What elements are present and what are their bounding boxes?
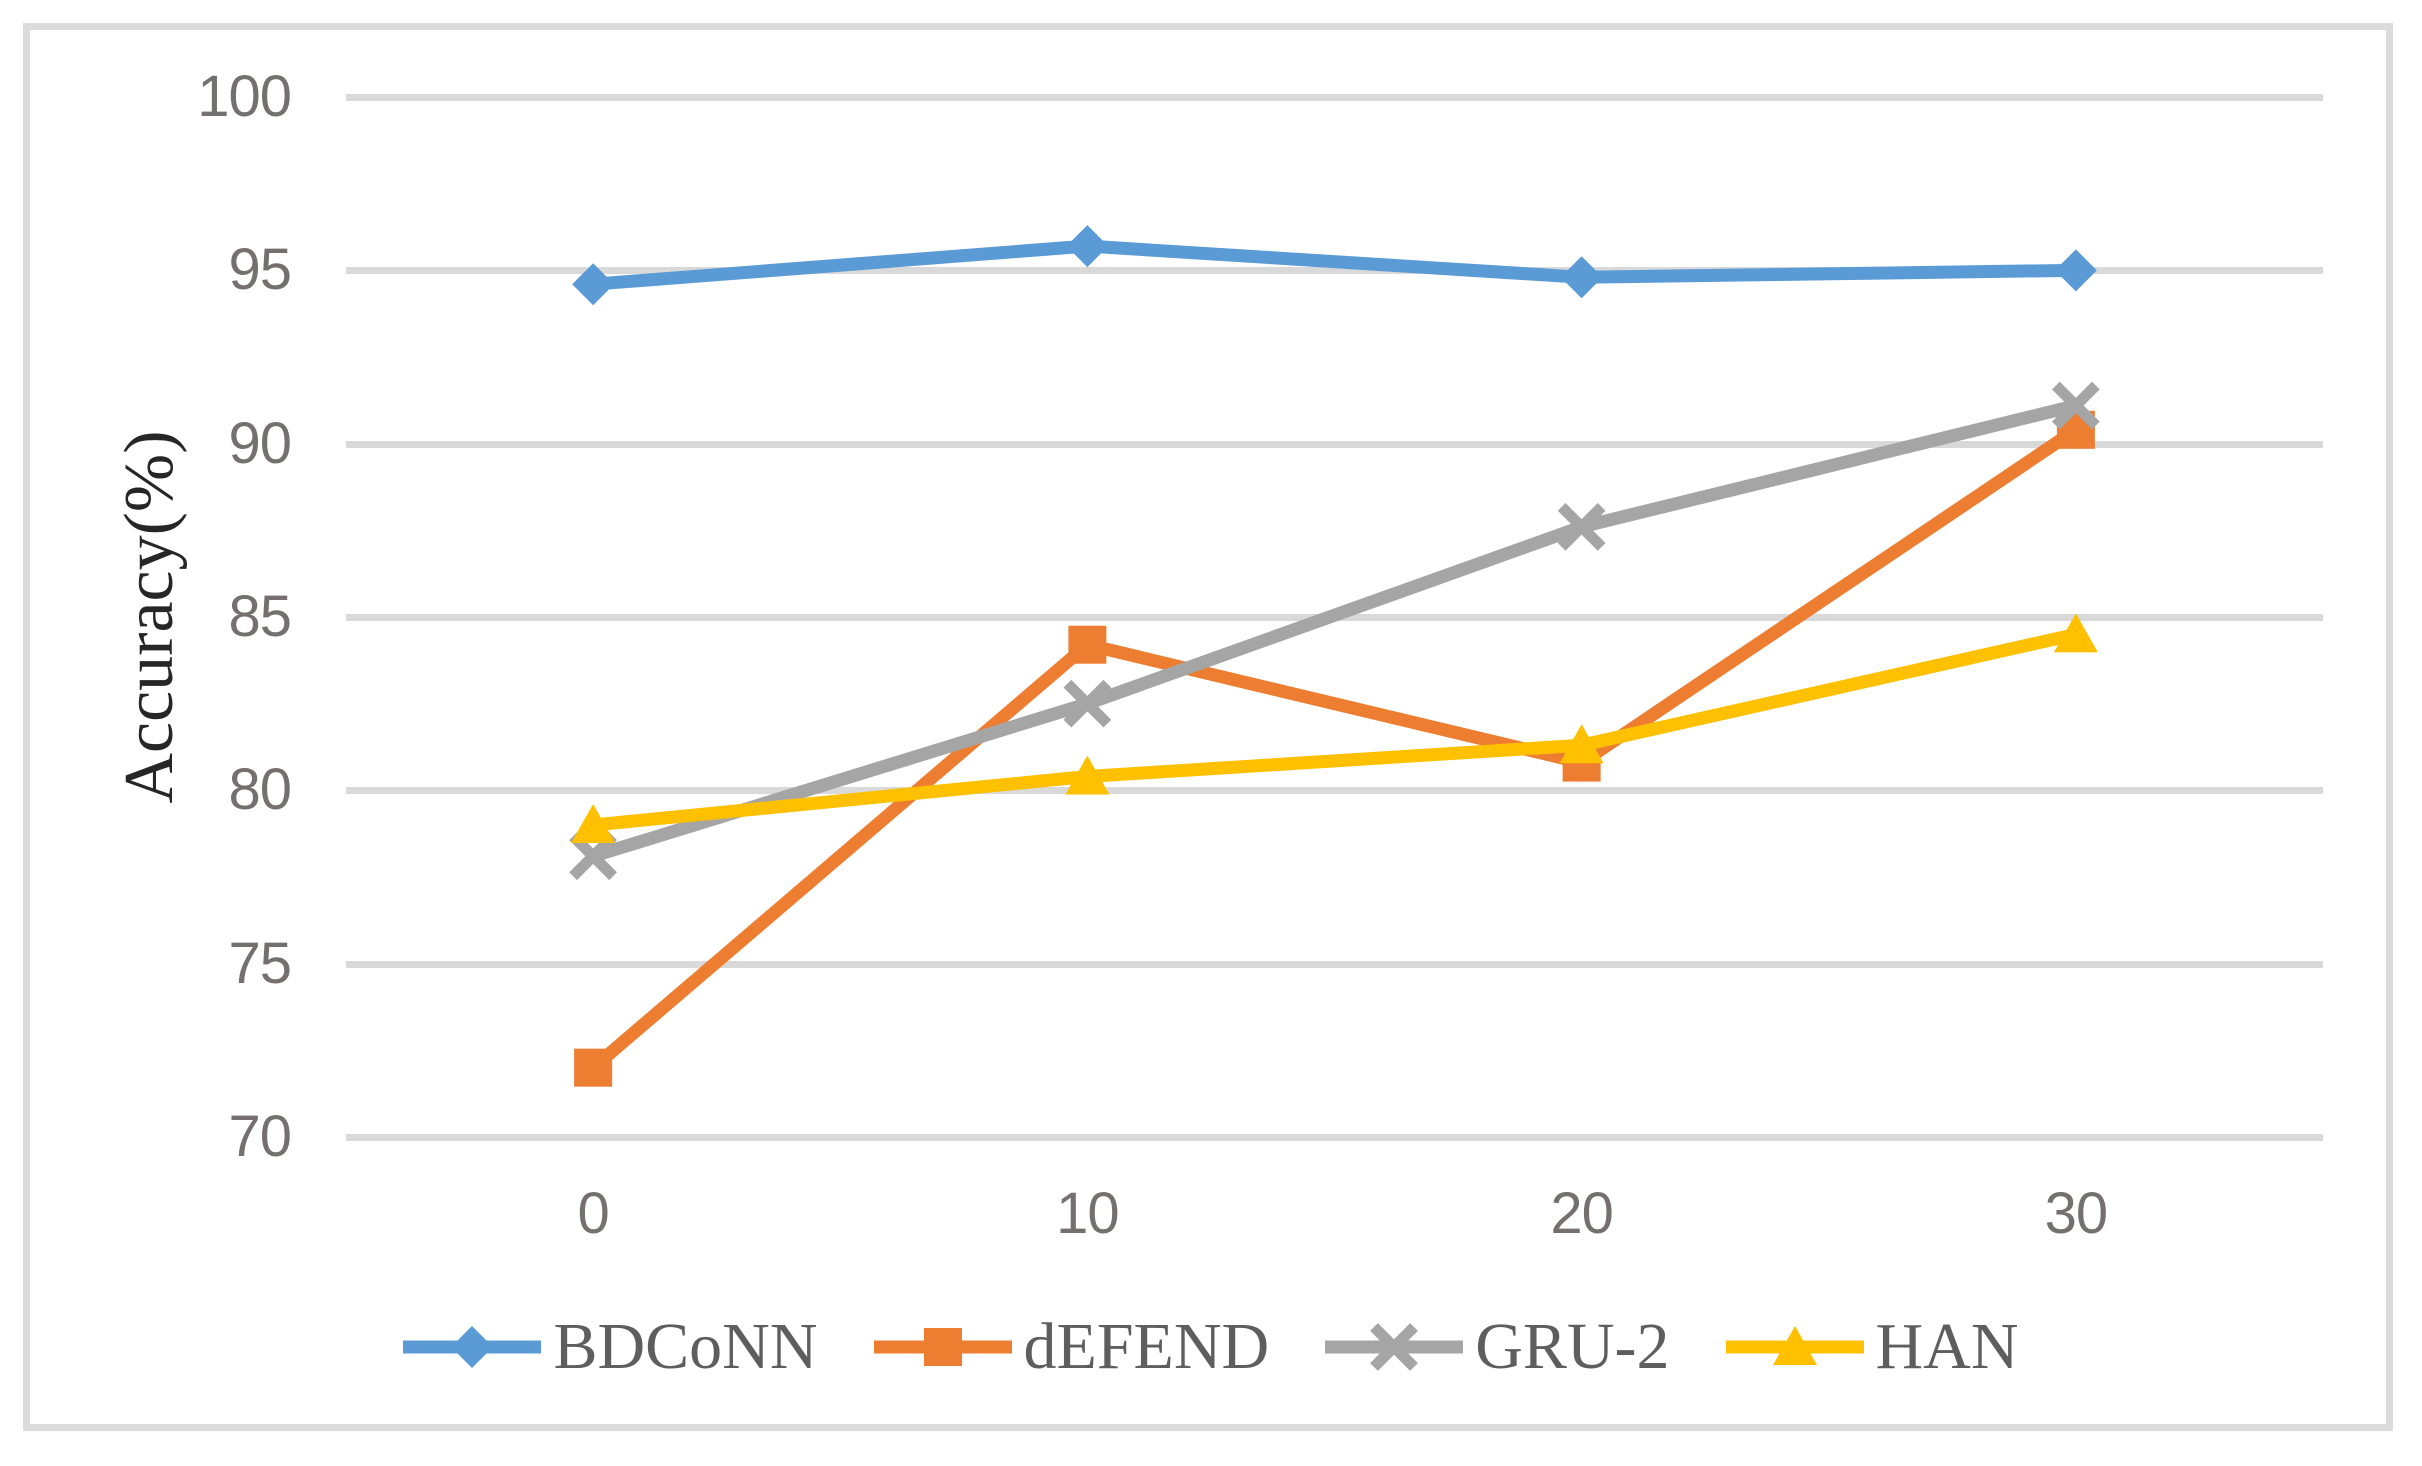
series-marker-diamond xyxy=(2054,249,2097,292)
legend-marker-triangle-icon xyxy=(1725,1326,1864,1365)
gridline xyxy=(346,787,2323,795)
series-marker-triangle xyxy=(1065,755,1110,795)
series-marker-diamond xyxy=(1560,256,1603,299)
legend-marker-diamond-icon xyxy=(403,1326,542,1368)
series-marker-triangle xyxy=(1559,724,1604,764)
series-marker-diamond xyxy=(451,1326,494,1368)
gridline xyxy=(346,960,2323,968)
gridline xyxy=(346,94,2323,101)
legend-item-GRU-2: GRU-2 xyxy=(1325,1310,1670,1383)
legend-label: GRU-2 xyxy=(1475,1310,1670,1383)
legend-item-BDCoNN: BDCoNN xyxy=(403,1310,818,1383)
x-tick-label: 0 xyxy=(577,1181,609,1246)
legend-item-HAN: HAN xyxy=(1725,1310,2019,1383)
series-marker-triangle xyxy=(1772,1326,1817,1365)
x-tick-label: 30 xyxy=(2044,1181,2109,1246)
series-line-dEFEND xyxy=(588,424,2080,1073)
legend-marker-x-icon xyxy=(1325,1323,1464,1371)
y-tick-label: 85 xyxy=(228,584,292,649)
series-marker-diamond xyxy=(1066,225,1109,268)
legend-marker-square-icon xyxy=(873,1328,1012,1366)
x-tick-label: 10 xyxy=(1056,1181,1120,1246)
series-marker-x xyxy=(1557,502,1606,551)
series-line-GRU-2 xyxy=(591,399,2078,863)
y-tick-label: 80 xyxy=(228,757,292,823)
y-tick-label: 75 xyxy=(228,930,292,996)
series-marker-square xyxy=(923,1328,962,1366)
series-marker-triangle xyxy=(2053,613,2098,653)
series-marker-x xyxy=(1063,679,1112,728)
y-tick-label: 100 xyxy=(197,64,292,129)
series-marker-x xyxy=(1370,1323,1419,1371)
series-marker-square xyxy=(574,1048,613,1087)
legend-label: dEFEND xyxy=(1023,1310,1270,1383)
y-tick-label: 95 xyxy=(228,237,292,303)
y-tick-label: 90 xyxy=(228,410,292,476)
series-line-BDCoNN xyxy=(592,239,2076,291)
series-plot xyxy=(569,225,2100,1087)
gridline xyxy=(346,440,2323,448)
legend-label: BDCoNN xyxy=(553,1310,818,1383)
series-marker-x xyxy=(2051,381,2100,430)
legend-label: HAN xyxy=(1875,1310,2019,1383)
gridline xyxy=(346,1134,2323,1141)
series-marker-triangle xyxy=(571,804,616,843)
y-tick-label: 70 xyxy=(228,1104,292,1169)
legend: BDCoNN dEFEND GRU-2 HAN xyxy=(0,1314,2422,1380)
series-marker-square xyxy=(1068,625,1107,664)
series-line-HAN xyxy=(592,627,2078,832)
series-marker-diamond xyxy=(572,263,615,306)
legend-item-dEFEND: dEFEND xyxy=(873,1310,1270,1383)
gridline xyxy=(346,267,2323,275)
x-tick-label: 20 xyxy=(1550,1181,1614,1246)
